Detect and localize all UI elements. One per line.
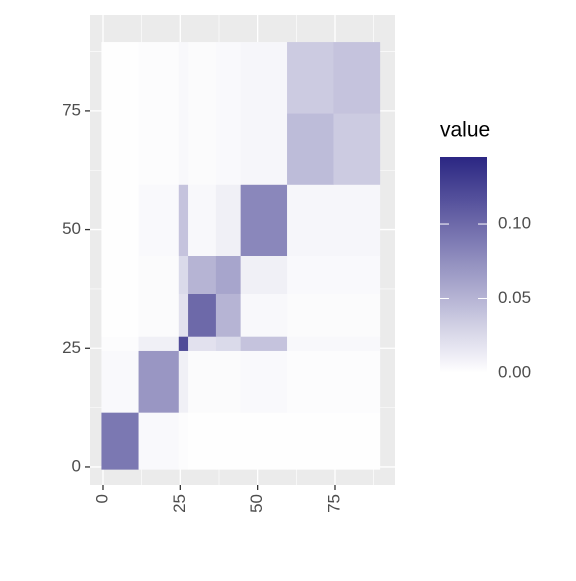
heat-cell xyxy=(138,113,180,185)
heat-cell xyxy=(240,336,288,351)
heat-cell xyxy=(138,293,180,337)
heat-cell xyxy=(138,350,180,413)
heat-cell xyxy=(215,42,241,114)
y-tick-label: 0 xyxy=(72,456,81,475)
heat-cell xyxy=(178,293,189,337)
heat-cell xyxy=(178,255,189,294)
heat-cell xyxy=(138,184,180,256)
heat-cell xyxy=(333,113,381,185)
heat-cell xyxy=(138,412,180,470)
heat-cell xyxy=(188,113,217,185)
heat-cell xyxy=(240,350,288,413)
heat-cell xyxy=(188,350,217,413)
heat-cell xyxy=(138,42,180,114)
x-tick-label: 25 xyxy=(170,494,189,513)
heat-cell xyxy=(101,42,139,114)
heat-cell xyxy=(188,412,217,470)
heat-cell xyxy=(333,42,381,114)
heat-cell xyxy=(138,336,180,351)
heat-cell xyxy=(287,350,334,413)
heat-cell xyxy=(287,336,334,351)
heat-cell xyxy=(240,42,288,114)
heat-cell xyxy=(178,184,189,256)
heat-cell xyxy=(215,350,241,413)
legend-title: value xyxy=(440,119,490,142)
x-tick-label: 75 xyxy=(324,494,343,513)
heat-cell xyxy=(101,336,139,351)
heat-cell xyxy=(101,255,139,294)
heat-cell xyxy=(215,184,241,256)
colorbar xyxy=(440,157,487,373)
heat-cell xyxy=(333,336,381,351)
x-tick-label: 50 xyxy=(247,494,266,513)
heat-cell xyxy=(215,113,241,185)
heat-cell xyxy=(215,293,241,337)
heat-cell xyxy=(240,184,288,256)
heat-cell xyxy=(215,255,241,294)
heat-cell xyxy=(287,184,334,256)
colorbar-label: 0.00 xyxy=(498,362,531,381)
x-tick-label: 0 xyxy=(92,494,111,503)
heat-cell xyxy=(287,255,334,294)
heat-cell xyxy=(287,412,334,470)
heat-cell xyxy=(240,412,288,470)
heat-cell xyxy=(333,350,381,413)
heat-cell xyxy=(101,113,139,185)
heat-cell xyxy=(215,412,241,470)
heat-cell xyxy=(178,336,189,351)
colorbar-label: 0.05 xyxy=(498,288,531,307)
heat-cell xyxy=(333,255,381,294)
heat-cell xyxy=(178,412,189,470)
heat-cell xyxy=(333,293,381,337)
heat-cell xyxy=(178,42,189,114)
heat-cell xyxy=(240,255,288,294)
heat-cell xyxy=(240,113,288,185)
heat-cell xyxy=(333,184,381,256)
heat-cell xyxy=(101,293,139,337)
heat-cell xyxy=(101,350,139,413)
y-tick-label: 50 xyxy=(62,219,81,238)
heat-cell xyxy=(215,336,241,351)
heat-cell xyxy=(287,42,334,114)
heat-cell xyxy=(188,42,217,114)
heat-cell xyxy=(101,184,139,256)
heat-cell xyxy=(188,336,217,351)
colorbar-label: 0.10 xyxy=(498,214,531,233)
heat-cell xyxy=(101,412,139,470)
heat-cell xyxy=(287,113,334,185)
heat-cell xyxy=(178,350,189,413)
heat-cell xyxy=(188,255,217,294)
heat-cell xyxy=(138,255,180,294)
heat-cell xyxy=(287,293,334,337)
y-tick-label: 25 xyxy=(62,338,81,357)
y-tick-label: 75 xyxy=(62,100,81,119)
heat-cell xyxy=(188,184,217,256)
heat-cell xyxy=(178,113,189,185)
heat-cell xyxy=(333,412,381,470)
heat-cell xyxy=(240,293,288,337)
heat-cell xyxy=(188,293,217,337)
